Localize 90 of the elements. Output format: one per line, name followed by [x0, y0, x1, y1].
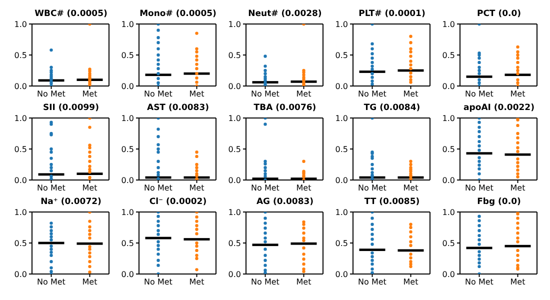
y-tick-label: 0.5 [335, 238, 348, 248]
y-tick-label: 1.0 [228, 114, 241, 123]
x-tick-label: Met [296, 278, 312, 287]
y-tick-label: 0.5 [14, 144, 27, 154]
x-tick-label: Met [189, 90, 204, 99]
x-tick-label: No Met [37, 278, 66, 287]
y-tick-label: 0.5 [14, 238, 27, 248]
x-tick-label: No Met [358, 90, 386, 99]
y-tick-label: 1.0 [121, 114, 134, 123]
y-tick-label: 0.0 [335, 270, 348, 279]
x-tick-label: No Met [37, 184, 66, 193]
y-tick-label: 1.0 [14, 208, 27, 217]
x-tick-label: No Met [251, 278, 280, 287]
x-tick-label: Met [510, 278, 526, 287]
y-tick-label: 0.0 [121, 270, 134, 279]
x-tick-label: No Met [358, 278, 386, 287]
x-tick-label: Met [189, 184, 204, 193]
x-tick-label: No Met [358, 184, 386, 193]
x-tick-label: Met [510, 90, 526, 99]
x-tick-label: No Met [465, 278, 494, 287]
y-tick-label: 1.0 [442, 20, 455, 29]
y-tick-label: 0.5 [228, 144, 241, 154]
y-tick-label: 1.0 [442, 208, 455, 217]
chart-title: Mono# (0.0005) [138, 8, 218, 20]
chart-title: TBA (0.0076) [252, 102, 318, 114]
x-tick-label: Met [403, 90, 418, 99]
y-tick-label: 0.0 [228, 176, 241, 185]
x-tick-label: No Met [465, 90, 494, 99]
chart-title: Cl⁻ (0.0002) [148, 196, 208, 208]
chart-title: PLT# (0.0001) [358, 8, 426, 20]
y-tick-label: 0.5 [335, 50, 348, 60]
x-tick-label: No Met [251, 90, 280, 99]
y-tick-label: 0.0 [335, 82, 348, 91]
y-tick-label: 0.5 [121, 50, 134, 60]
y-tick-label: 0.0 [335, 176, 348, 185]
y-tick-label: 0.0 [14, 270, 27, 279]
y-tick-label: 0.0 [442, 270, 455, 279]
x-tick-label: No Met [144, 184, 172, 193]
x-tick-label: Met [296, 90, 312, 99]
x-tick-label: No Met [37, 90, 66, 99]
y-tick-label: 0.5 [228, 238, 241, 248]
chart-title: Fbg (0.0) [476, 196, 522, 208]
y-tick-label: 0.5 [442, 144, 455, 154]
chart-title: Neut# (0.0028) [247, 8, 323, 20]
y-tick-label: 1.0 [335, 20, 348, 29]
chart-title: TT (0.0085) [363, 196, 421, 208]
chart-title: TG (0.0084) [362, 102, 422, 114]
chart-title: AST (0.0083) [146, 102, 210, 114]
x-tick-label: Met [403, 278, 418, 287]
chart-title: SII (0.0099) [42, 102, 100, 114]
y-tick-label: 0.0 [228, 270, 241, 279]
y-tick-label: 0.0 [228, 82, 241, 91]
y-tick-label: 0.5 [442, 50, 455, 60]
y-tick-label: 1.0 [121, 208, 134, 217]
chart-title: AG (0.0083) [255, 196, 315, 208]
x-tick-label: Met [82, 278, 98, 287]
x-tick-label: Met [403, 184, 418, 193]
y-tick-label: 0.0 [121, 82, 134, 91]
x-tick-label: No Met [251, 184, 280, 193]
y-tick-label: 0.0 [442, 82, 455, 91]
x-tick-label: Met [82, 90, 98, 99]
y-tick-label: 0.5 [442, 238, 455, 248]
y-tick-label: 0.0 [121, 176, 134, 185]
y-tick-label: 0.0 [14, 82, 27, 91]
y-tick-label: 1.0 [14, 114, 27, 123]
x-tick-label: No Met [144, 278, 172, 287]
chart-title: WBC# (0.0005) [34, 8, 108, 20]
x-tick-label: Met [510, 184, 526, 193]
y-tick-label: 1.0 [335, 114, 348, 123]
y-tick-label: 0.0 [14, 176, 27, 185]
y-tick-label: 1.0 [121, 20, 134, 29]
x-tick-label: Met [189, 278, 204, 287]
chart-title: Na⁺ (0.0072) [40, 196, 102, 208]
x-tick-label: Met [296, 184, 312, 193]
x-tick-label: No Met [144, 90, 172, 99]
x-tick-label: No Met [465, 184, 494, 193]
y-tick-label: 1.0 [442, 114, 455, 123]
y-tick-label: 1.0 [14, 20, 27, 29]
y-tick-label: 0.5 [228, 50, 241, 60]
y-tick-label: 0.0 [442, 176, 455, 185]
y-tick-label: 0.5 [14, 50, 27, 60]
chart-title: apoAI (0.0022) [462, 102, 536, 114]
y-tick-label: 1.0 [228, 20, 241, 29]
y-tick-label: 1.0 [228, 208, 241, 217]
chart-title: PCT (0.0) [476, 8, 522, 20]
y-tick-label: 1.0 [335, 208, 348, 217]
y-tick-label: 0.5 [121, 238, 134, 248]
y-tick-label: 0.5 [121, 144, 134, 154]
y-tick-label: 0.5 [335, 144, 348, 154]
x-tick-label: Met [82, 184, 98, 193]
